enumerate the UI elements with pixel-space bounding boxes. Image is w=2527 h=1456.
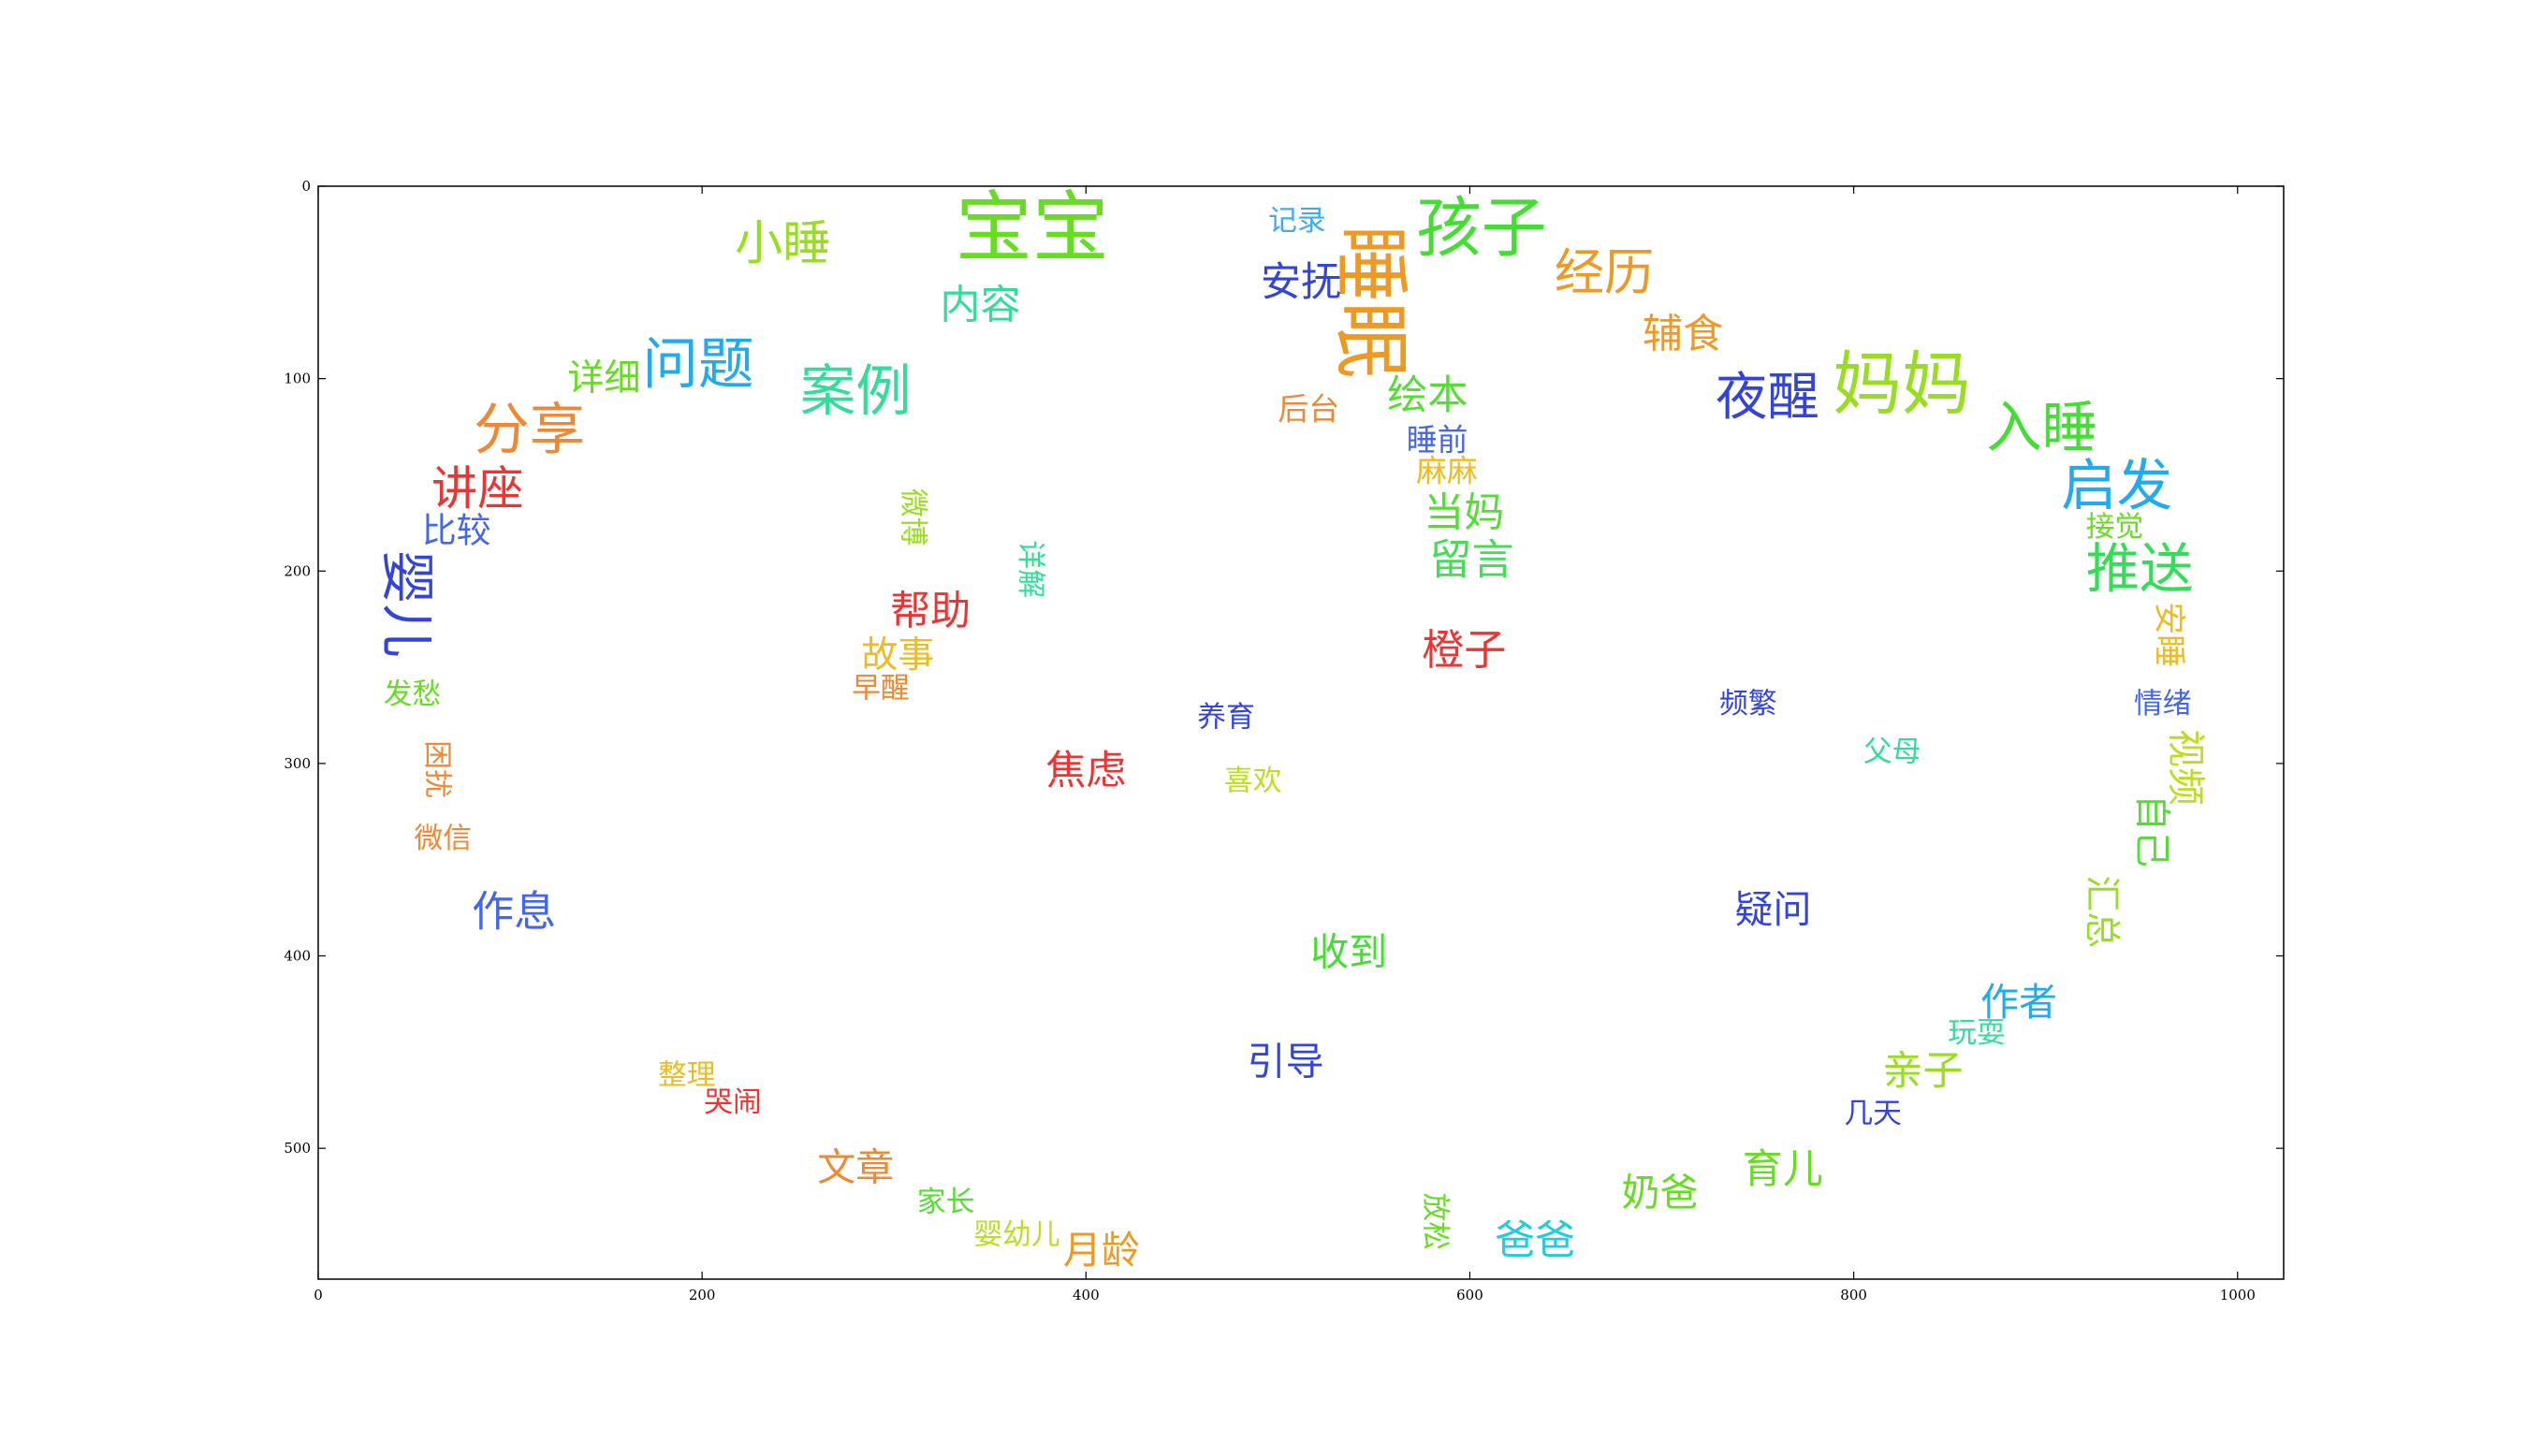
word-43: 视频 — [2163, 729, 2208, 806]
word-11: 案例 — [800, 360, 912, 425]
word-15: 妈妈 — [1833, 344, 1971, 425]
x-tick-label-0: 0 — [314, 1287, 323, 1303]
word-45: 自己 — [2130, 794, 2172, 867]
word-13: 绘本 — [1387, 372, 1468, 419]
y-tick-label-5: 500 — [284, 1140, 311, 1157]
word-54: 亲子 — [1882, 1048, 1963, 1095]
y-tick-label-2: 200 — [284, 562, 311, 579]
word-26: 留言 — [1429, 534, 1513, 584]
word-46: 作息 — [472, 887, 556, 937]
word-5: 安抚 — [1261, 259, 1341, 306]
word-1: 睡眠 — [1325, 225, 1414, 378]
word-30: 帮助 — [890, 588, 971, 634]
word-38: 情绪 — [2134, 687, 2192, 721]
word-9: 详细 — [568, 357, 641, 400]
y-axis: 0 100 200 300 400 500 — [284, 178, 2284, 1157]
word-53: 整理 — [658, 1058, 716, 1092]
word-33: 橙子 — [1422, 625, 1506, 675]
x-tick-label-3: 600 — [1456, 1287, 1483, 1303]
word-62: 爸爸 — [1495, 1217, 1575, 1264]
word-7: 经历 — [1555, 244, 1655, 302]
word-58: 育儿 — [1743, 1146, 1823, 1193]
axes-frame — [317, 185, 2285, 1280]
word-22: 比较 — [422, 511, 491, 551]
word-61: 放松 — [1419, 1193, 1453, 1251]
word-37: 频繁 — [1719, 687, 1777, 721]
word-2: 孩子 — [1416, 191, 1546, 267]
word-10: 问题 — [643, 333, 754, 398]
x-tick-label-1: 200 — [689, 1287, 716, 1303]
word-27: 详解 — [1014, 540, 1047, 598]
word-39: 父母 — [1863, 735, 1921, 769]
word-12: 后台 — [1278, 392, 1339, 428]
y-tick-label-1: 100 — [284, 371, 311, 387]
word-28: 推送 — [2086, 538, 2194, 601]
word-42: 困扰 — [420, 740, 454, 798]
word-51: 玩耍 — [1948, 1016, 2006, 1050]
word-48: 汇总 — [2081, 875, 2123, 948]
x-tick-label-5: 1000 — [2220, 1287, 2256, 1303]
word-4: 记录 — [1268, 204, 1326, 238]
word-64: 月龄 — [1063, 1228, 1140, 1273]
y-tick-label-0: 0 — [301, 178, 311, 195]
word-32: 故事 — [861, 634, 934, 677]
x-tick-label-4: 800 — [1840, 1287, 1867, 1303]
word-24: 当妈 — [1424, 490, 1504, 537]
word-49: 收到 — [1310, 929, 1387, 974]
word-6: 内容 — [940, 282, 1020, 328]
word-18: 睡前 — [1407, 422, 1468, 458]
word-35: 发愁 — [384, 677, 442, 711]
word-36: 养育 — [1197, 701, 1255, 735]
word-19: 麻麻 — [1416, 453, 1478, 488]
word-21: 启发 — [2061, 454, 2172, 518]
word-59: 奶爸 — [1621, 1170, 1698, 1215]
word-17: 分享 — [474, 399, 585, 463]
word-40: 焦虑 — [1045, 748, 1126, 794]
word-57: 文章 — [817, 1145, 894, 1190]
word-50: 作者 — [1980, 980, 2057, 1025]
word-44: 微信 — [415, 822, 473, 855]
x-axis: 0 200 400 600 800 1000 — [314, 186, 2256, 1303]
word-0: 宝宝 — [956, 184, 1109, 273]
word-63: 婴幼儿 — [973, 1218, 1059, 1252]
word-34: 早醒 — [852, 672, 910, 706]
word-60: 家长 — [917, 1186, 975, 1219]
word-31: 安睡 — [2150, 602, 2187, 667]
word-29: 婴儿 — [375, 550, 438, 658]
word-16: 入睡 — [1986, 397, 2097, 461]
word-56: 几天 — [1844, 1097, 1902, 1130]
word-52: 引导 — [1248, 1040, 1324, 1085]
x-tick-label-2: 400 — [1073, 1287, 1100, 1303]
word-20: 讲座 — [431, 461, 523, 516]
word-47: 疑问 — [1734, 887, 1811, 932]
word-25: 微博 — [897, 488, 930, 546]
word-55: 哭闹 — [704, 1085, 762, 1119]
word-41: 喜欢 — [1224, 764, 1282, 797]
y-tick-label-4: 400 — [284, 948, 311, 965]
y-tick-label-3: 300 — [284, 755, 311, 772]
word-3: 小睡 — [735, 216, 831, 272]
word-8: 辅食 — [1643, 311, 1723, 357]
word-14: 夜醒 — [1716, 368, 1819, 428]
word-23: 接觉 — [2086, 510, 2144, 544]
